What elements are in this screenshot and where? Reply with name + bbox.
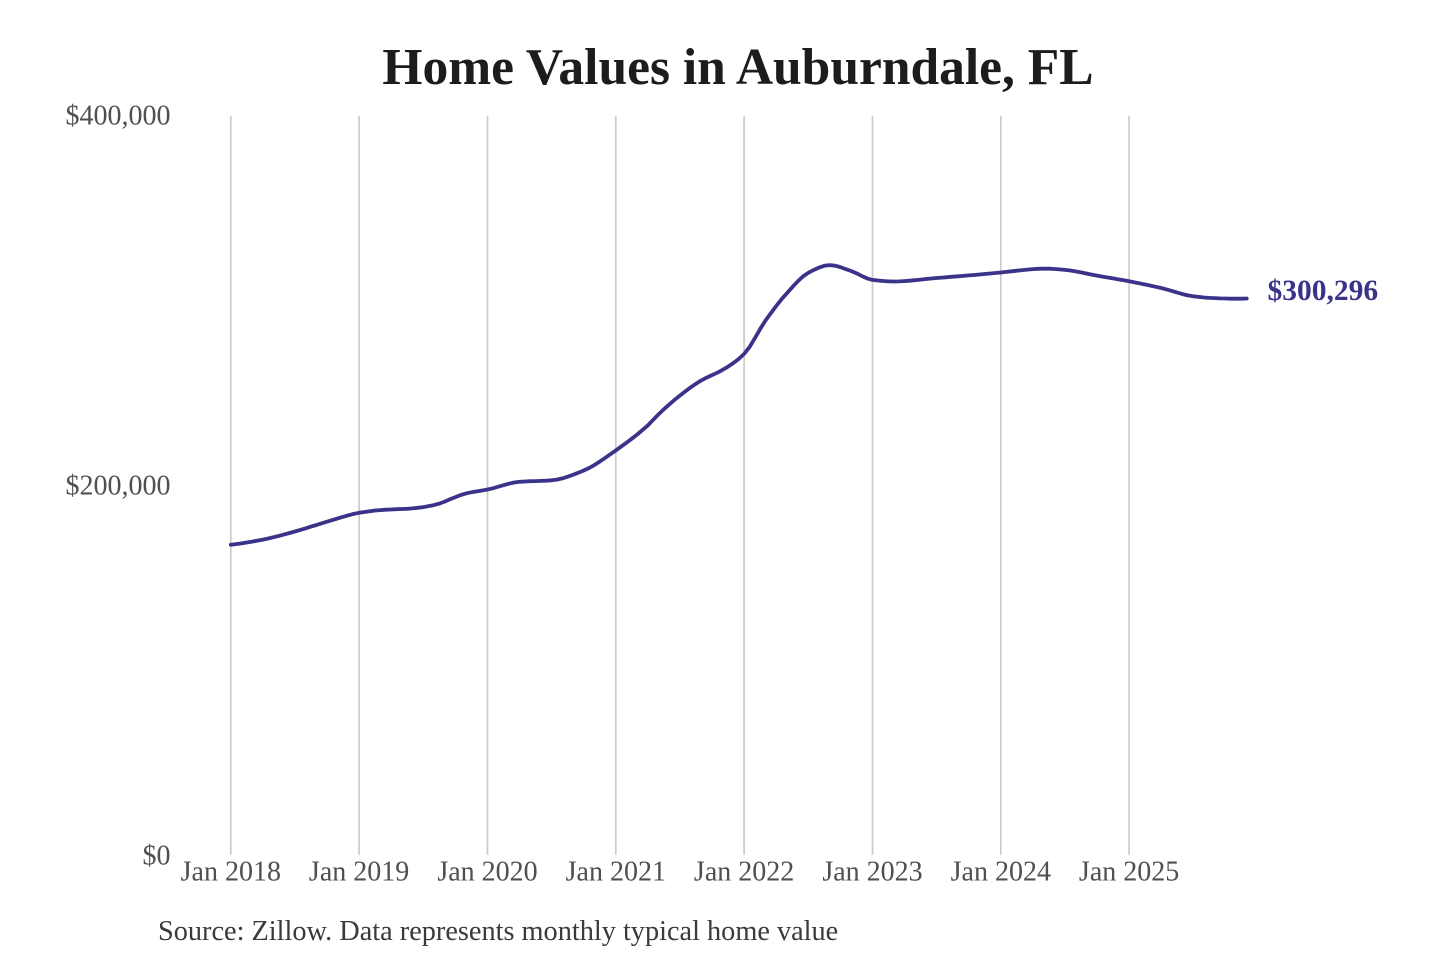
svg-text:Jan 2022: Jan 2022: [694, 857, 794, 888]
svg-text:Jan 2019: Jan 2019: [309, 857, 409, 888]
svg-text:Home Values in Auburndale, FL: Home Values in Auburndale, FL: [382, 39, 1093, 96]
svg-text:$300,296: $300,296: [1268, 275, 1379, 307]
svg-text:$400,000: $400,000: [66, 100, 171, 131]
svg-text:Jan 2025: Jan 2025: [1079, 857, 1179, 888]
svg-text:Jan 2021: Jan 2021: [566, 857, 666, 888]
svg-text:$0: $0: [143, 840, 171, 871]
svg-text:Source: Zillow. Data represent: Source: Zillow. Data represents monthly …: [158, 916, 838, 947]
svg-text:Jan 2020: Jan 2020: [437, 857, 537, 888]
svg-text:Jan 2023: Jan 2023: [822, 857, 922, 888]
svg-text:Jan 2024: Jan 2024: [951, 857, 1051, 888]
svg-text:Jan 2018: Jan 2018: [181, 857, 281, 888]
svg-text:$200,000: $200,000: [66, 470, 171, 501]
